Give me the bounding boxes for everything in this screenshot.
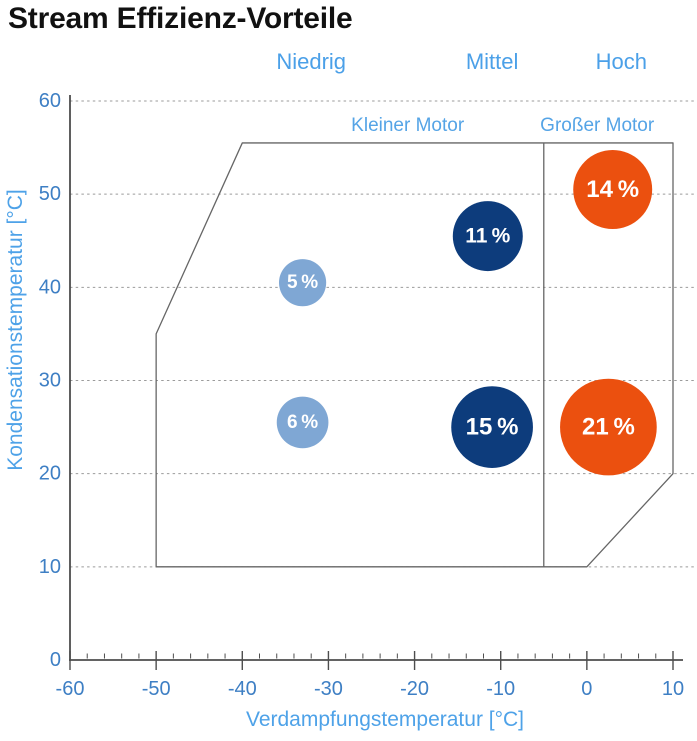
bubble-5pct xyxy=(278,259,327,307)
y-tick-label: 10 xyxy=(39,556,61,578)
bubble-label: 21 % xyxy=(582,414,635,441)
y-tick-label: 0 xyxy=(50,649,61,671)
bubble-label: 15 % xyxy=(466,414,519,441)
x-tick-label: -10 xyxy=(486,678,515,700)
y-tick-label: 20 xyxy=(39,463,61,485)
bubble-6pct xyxy=(276,396,329,449)
bubble-15pct xyxy=(451,386,533,468)
y-tick-label: 60 xyxy=(39,90,61,112)
x-tick-label: 0 xyxy=(581,678,592,700)
x-axis-title: Verdampfungstemperatur [°C] xyxy=(246,708,524,731)
y-tick-label: 30 xyxy=(39,370,61,392)
bubble-label: 6 % xyxy=(287,412,318,433)
y-tick-label: 40 xyxy=(39,276,61,298)
column-header-mittel: Mittel xyxy=(466,49,519,74)
region-label: Großer Motor xyxy=(540,115,655,136)
y-axis-title: Kondensationstemperatur [°C] xyxy=(4,189,27,471)
bubble-label: 11 % xyxy=(465,225,510,248)
x-tick-label: -50 xyxy=(142,678,171,700)
x-tick-label: 10 xyxy=(662,678,684,700)
x-tick-label: -40 xyxy=(228,678,257,700)
column-header-hoch: Hoch xyxy=(596,49,647,74)
region-label: Kleiner Motor xyxy=(351,115,465,136)
x-tick-label: -60 xyxy=(56,678,85,700)
bubble-21pct xyxy=(560,378,657,476)
page-title: Stream Effizienz-Vorteile xyxy=(8,2,353,35)
column-header-niedrig: Niedrig xyxy=(276,49,346,74)
bubble-14pct xyxy=(573,150,653,229)
x-tick-label: -20 xyxy=(400,678,429,700)
bubble-label: 14 % xyxy=(586,176,639,203)
operating-envelope xyxy=(155,142,674,568)
bubble-label: 5 % xyxy=(287,272,318,293)
x-tick-label: -30 xyxy=(314,678,343,700)
bubble-11pct xyxy=(452,201,523,272)
y-tick-label: 50 xyxy=(39,183,61,205)
